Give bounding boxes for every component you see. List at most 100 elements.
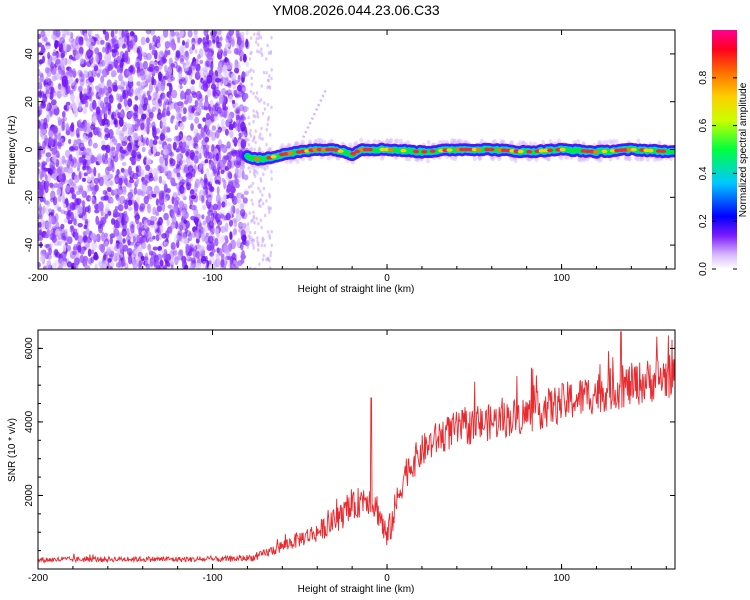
ridge-halo-dot <box>472 156 477 162</box>
ridge-core <box>454 147 461 152</box>
noise-dot <box>203 225 209 233</box>
noise-dot <box>92 101 98 111</box>
noise-dot <box>181 164 188 174</box>
noise-dot <box>213 266 217 269</box>
noise-dot <box>162 102 167 112</box>
ridge-halo-dot <box>404 156 409 162</box>
noise-dot <box>147 95 152 101</box>
noise-dot <box>53 106 60 116</box>
noise-dot <box>123 220 127 226</box>
noise-dot <box>85 40 90 47</box>
noise-dot <box>45 206 49 216</box>
noise-dot <box>126 35 130 46</box>
noise-dot <box>252 109 255 113</box>
noise-dot <box>46 114 50 123</box>
noise-dot <box>135 165 139 174</box>
noise-dot <box>123 169 130 177</box>
noise-dot <box>70 225 74 230</box>
noise-dot <box>80 30 85 36</box>
noise-dot <box>196 250 200 259</box>
snr-y-axis: 2000 4000 6000 <box>24 329 675 552</box>
noise-dot <box>117 103 122 111</box>
noise-dot <box>108 260 115 269</box>
noise-dot <box>263 243 266 248</box>
noise-dot <box>88 38 94 43</box>
noise-dot <box>163 183 168 193</box>
noise-dot <box>241 40 245 48</box>
noise-dot <box>256 171 259 175</box>
noise-dot <box>151 49 156 56</box>
noise-dot <box>137 154 142 159</box>
noise-dot <box>266 43 269 48</box>
x-tick-label: 100 <box>553 273 570 284</box>
noise-dot <box>238 50 244 58</box>
noise-dot <box>126 110 133 120</box>
noise-dot <box>194 178 201 188</box>
noise-dot <box>124 50 129 60</box>
noise-dot <box>243 130 248 138</box>
noise-dot <box>202 36 206 46</box>
noise-dot <box>256 32 259 36</box>
noise-dot <box>242 197 248 204</box>
noise-dot <box>127 206 133 212</box>
noise-dot <box>187 165 194 173</box>
noise-dot <box>149 256 155 266</box>
noise-dot <box>82 105 87 115</box>
noise-dot <box>53 172 58 181</box>
noise-dot <box>138 260 142 269</box>
noise-dot <box>117 93 123 103</box>
noise-dot <box>100 39 105 45</box>
noise-dot <box>206 117 211 127</box>
ridge-halo-dot <box>577 156 582 162</box>
noise-dot <box>252 69 255 74</box>
noise-dot <box>178 70 182 80</box>
ridge-halo-dot <box>385 139 390 145</box>
noise-dot <box>220 169 225 175</box>
noise-dot <box>260 126 263 131</box>
noise-dot <box>86 91 93 99</box>
snr-y-label: SNR (10 * v/v) <box>7 418 18 482</box>
noise-dot <box>195 90 202 101</box>
noise-dot <box>151 206 157 216</box>
noise-dot <box>44 243 50 248</box>
noise-dot <box>49 182 54 188</box>
noise-dot <box>79 254 85 264</box>
x-tick-label: -200 <box>28 273 48 284</box>
ridge-core <box>429 149 436 153</box>
noise-dot <box>161 110 166 118</box>
noise-dot <box>239 208 246 217</box>
noise-dot <box>113 189 118 194</box>
noise-dot <box>90 90 95 96</box>
noise-dot <box>104 133 109 141</box>
noise-dot <box>38 71 43 76</box>
noise-dot <box>254 40 258 44</box>
noise-dot <box>127 199 133 206</box>
noise-dot <box>54 213 59 222</box>
noise-dot <box>158 145 163 150</box>
ridge-core <box>626 147 633 152</box>
noise-dot <box>230 72 237 82</box>
noise-dot <box>179 54 185 63</box>
noise-dot <box>60 57 66 67</box>
noise-dot <box>38 229 43 236</box>
noise-dot <box>126 40 132 48</box>
noise-dot <box>217 160 224 167</box>
ridge-core <box>379 147 386 152</box>
noise-dot <box>215 228 219 236</box>
noise-dot <box>258 99 261 104</box>
noise-dot <box>268 236 272 240</box>
noise-dot <box>51 225 57 231</box>
noise-dot <box>152 145 157 155</box>
noise-dot <box>224 222 229 233</box>
noise-dot <box>112 87 118 92</box>
noise-dot <box>45 82 50 92</box>
noise-dot <box>118 73 124 82</box>
noise-dot <box>78 149 82 156</box>
noise-dot <box>208 220 214 229</box>
noise-dot <box>260 243 263 248</box>
noise-dot <box>217 64 223 75</box>
noise-dot <box>83 108 88 114</box>
noise-dot <box>52 196 58 206</box>
noise-dot <box>111 38 115 49</box>
noise-dot <box>164 64 168 73</box>
